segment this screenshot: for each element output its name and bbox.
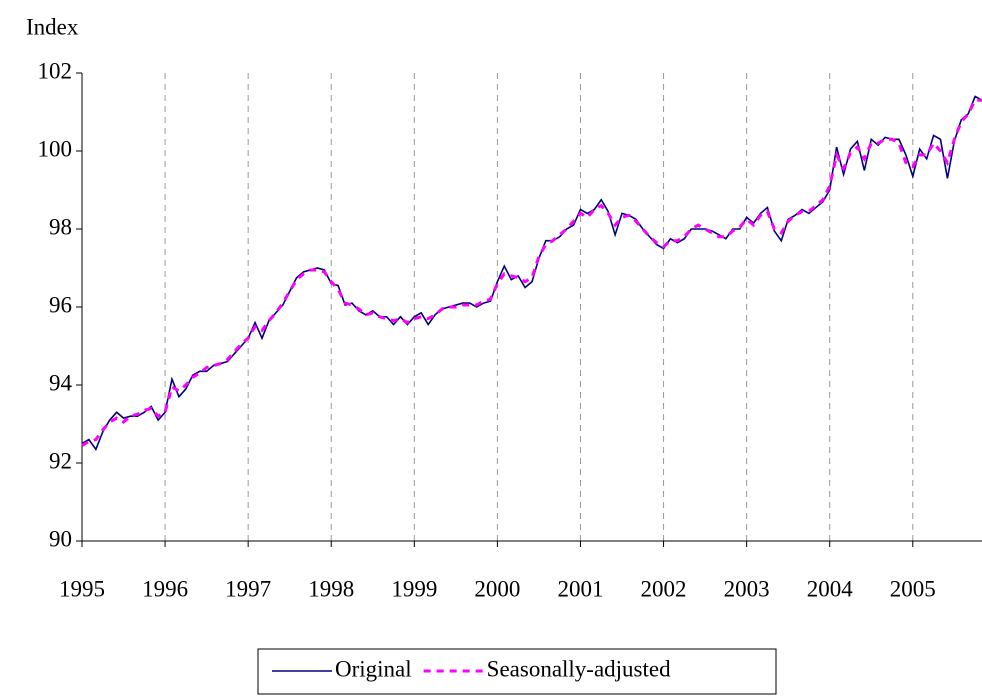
y-tick-label: 98 bbox=[49, 214, 72, 239]
legend: Original Seasonally-adjusted bbox=[257, 648, 777, 695]
y-tick-label: 102 bbox=[38, 58, 73, 83]
series-line bbox=[81, 98, 982, 447]
y-tick-label: 90 bbox=[49, 526, 72, 551]
x-tick-label: 1999 bbox=[391, 576, 437, 601]
x-tick-label: 2001 bbox=[557, 576, 603, 601]
x-tick-label: 1997 bbox=[225, 576, 271, 601]
x-tick-label: 2005 bbox=[890, 576, 936, 601]
y-tick-label: 94 bbox=[49, 370, 73, 395]
x-tick-label: 2000 bbox=[474, 576, 520, 601]
legend-label: Seasonally-adjusted bbox=[487, 656, 671, 681]
y-tick-label: 92 bbox=[49, 448, 72, 473]
x-tick-label: 2004 bbox=[807, 576, 854, 601]
y-tick-label: 100 bbox=[38, 136, 73, 161]
legend-label: Original bbox=[335, 656, 412, 681]
legend-box bbox=[257, 648, 777, 695]
x-tick-label: 1995 bbox=[59, 576, 105, 601]
y-tick-label: 96 bbox=[49, 292, 72, 317]
y-axis-label: Index bbox=[26, 14, 79, 39]
series-line bbox=[81, 95, 982, 452]
x-tick-label: 2002 bbox=[641, 576, 687, 601]
x-tick-label: 1996 bbox=[142, 576, 188, 601]
x-tick-label: 1998 bbox=[308, 576, 354, 601]
x-tick-label: 2003 bbox=[724, 576, 770, 601]
